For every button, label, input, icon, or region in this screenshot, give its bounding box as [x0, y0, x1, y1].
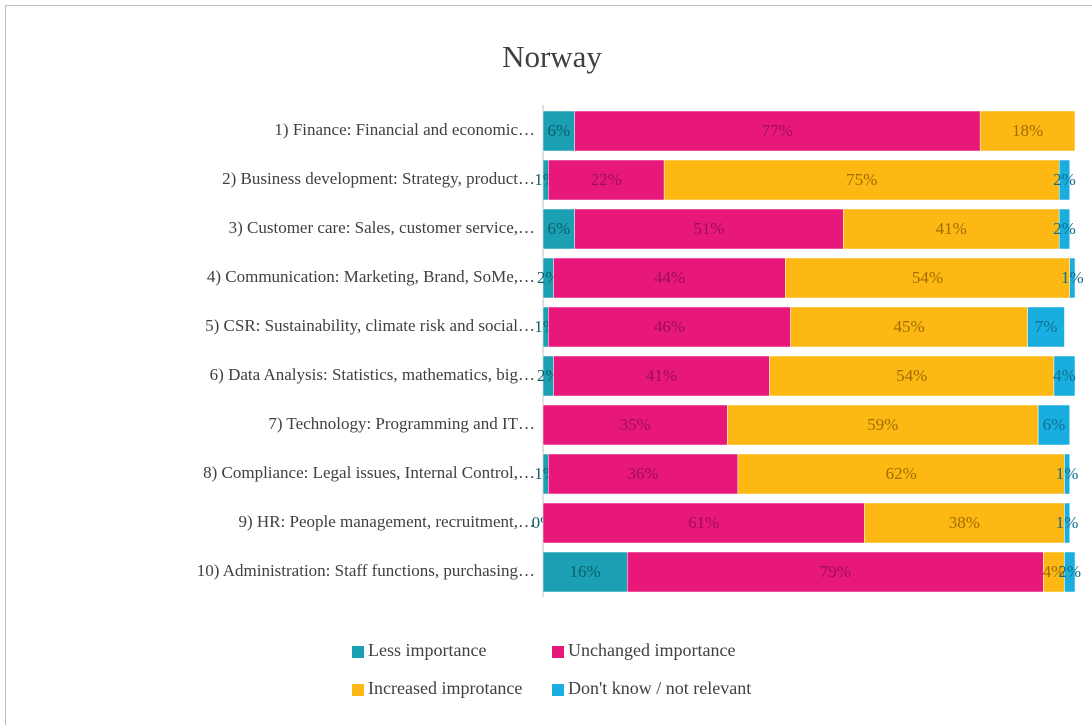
- bar-segment: [542, 551, 628, 593]
- legend-label: Less importance: [368, 640, 486, 660]
- legend-swatch: [552, 684, 564, 696]
- bar-segment: [979, 110, 1076, 152]
- bar-segment: [1064, 502, 1070, 544]
- data-label: 6%: [1043, 415, 1066, 434]
- data-label: 79%: [820, 562, 851, 581]
- legend-swatch: [352, 646, 364, 658]
- data-label: 2%: [1053, 170, 1076, 189]
- legend-swatch: [552, 646, 564, 658]
- data-label: 41%: [646, 366, 677, 385]
- y-tick-label: 4) Communication: Marketing, Brand, SoMe…: [207, 267, 535, 286]
- chart-title: Norway: [502, 39, 602, 74]
- data-label: 1%: [1056, 513, 1079, 532]
- y-tick-label: 10) Administration: Staff functions, pur…: [197, 561, 535, 580]
- legend-label: Don't know / not relevant: [568, 678, 751, 698]
- y-tick-label: 1) Finance: Financial and economic…: [274, 120, 535, 139]
- data-label: 2%: [1053, 219, 1076, 238]
- data-label: 62%: [886, 464, 917, 483]
- data-label: 45%: [893, 317, 924, 336]
- data-label: 6%: [547, 121, 570, 140]
- bar-segment: [1064, 551, 1076, 593]
- data-label: 46%: [654, 317, 685, 336]
- bar-segment: [769, 355, 1055, 397]
- bar-segment: [737, 453, 1065, 495]
- data-label: 59%: [867, 415, 898, 434]
- bar-segment: [1053, 355, 1076, 397]
- data-label: 54%: [912, 268, 943, 287]
- bar-segment: [548, 453, 739, 495]
- y-tick-label: 5) CSR: Sustainability, climate risk and…: [205, 316, 535, 335]
- y-tick-label: 7) Technology: Programming and IT…: [268, 414, 535, 433]
- bar-segment: [627, 551, 1044, 593]
- data-label: 18%: [1012, 121, 1043, 140]
- bar-segment: [574, 208, 844, 250]
- legend-label: Unchanged importance: [568, 640, 735, 660]
- data-label: 54%: [896, 366, 927, 385]
- bar-segment: [1069, 257, 1076, 299]
- y-tick-label: 9) HR: People management, recruitment,…: [239, 512, 535, 531]
- legend-label: Increased improtance: [368, 678, 522, 698]
- data-label: 2%: [1058, 562, 1081, 581]
- y-tick-label: 6) Data Analysis: Statistics, mathematic…: [210, 365, 535, 384]
- bar-segment: [727, 404, 1039, 446]
- data-label: 6%: [547, 219, 570, 238]
- data-label: 35%: [620, 415, 651, 434]
- bar-segment: [1058, 208, 1070, 250]
- data-label: 36%: [627, 464, 658, 483]
- y-tick-label: 3) Customer care: Sales, customer servic…: [229, 218, 535, 237]
- bar-segment: [553, 355, 770, 397]
- data-label: 4%: [1043, 562, 1066, 581]
- data-label: 1%: [1056, 464, 1079, 483]
- bar-segment: [842, 208, 1060, 250]
- y-tick-label: 8) Compliance: Legal issues, Internal Co…: [203, 463, 535, 482]
- data-label: 61%: [688, 513, 719, 532]
- bar-segment: [553, 257, 786, 299]
- y-tick-label: 2) Business development: Strategy, produ…: [222, 169, 535, 188]
- bar-segment: [548, 306, 791, 348]
- data-label: 75%: [846, 170, 877, 189]
- data-label: 7%: [1035, 317, 1058, 336]
- data-label: 44%: [654, 268, 685, 287]
- bar-segment: [542, 404, 728, 446]
- bar-segment: [1064, 453, 1070, 495]
- data-label: 41%: [936, 219, 967, 238]
- bar-segment: [542, 502, 865, 544]
- data-label: 38%: [949, 513, 980, 532]
- legend-swatch: [352, 684, 364, 696]
- data-label: 1%: [1061, 268, 1084, 287]
- bar-segment: [1037, 404, 1070, 446]
- bar-segment: [1027, 306, 1065, 348]
- data-label: 77%: [762, 121, 793, 140]
- data-label: 22%: [591, 170, 622, 189]
- data-label: 4%: [1053, 366, 1076, 385]
- data-label: 16%: [570, 562, 601, 581]
- bar-segment: [785, 257, 1070, 299]
- bar-segment: [864, 502, 1065, 544]
- data-label: 51%: [693, 219, 724, 238]
- bar-segment: [790, 306, 1028, 348]
- bar-segment: [1058, 159, 1070, 201]
- bar-segment: [542, 110, 575, 152]
